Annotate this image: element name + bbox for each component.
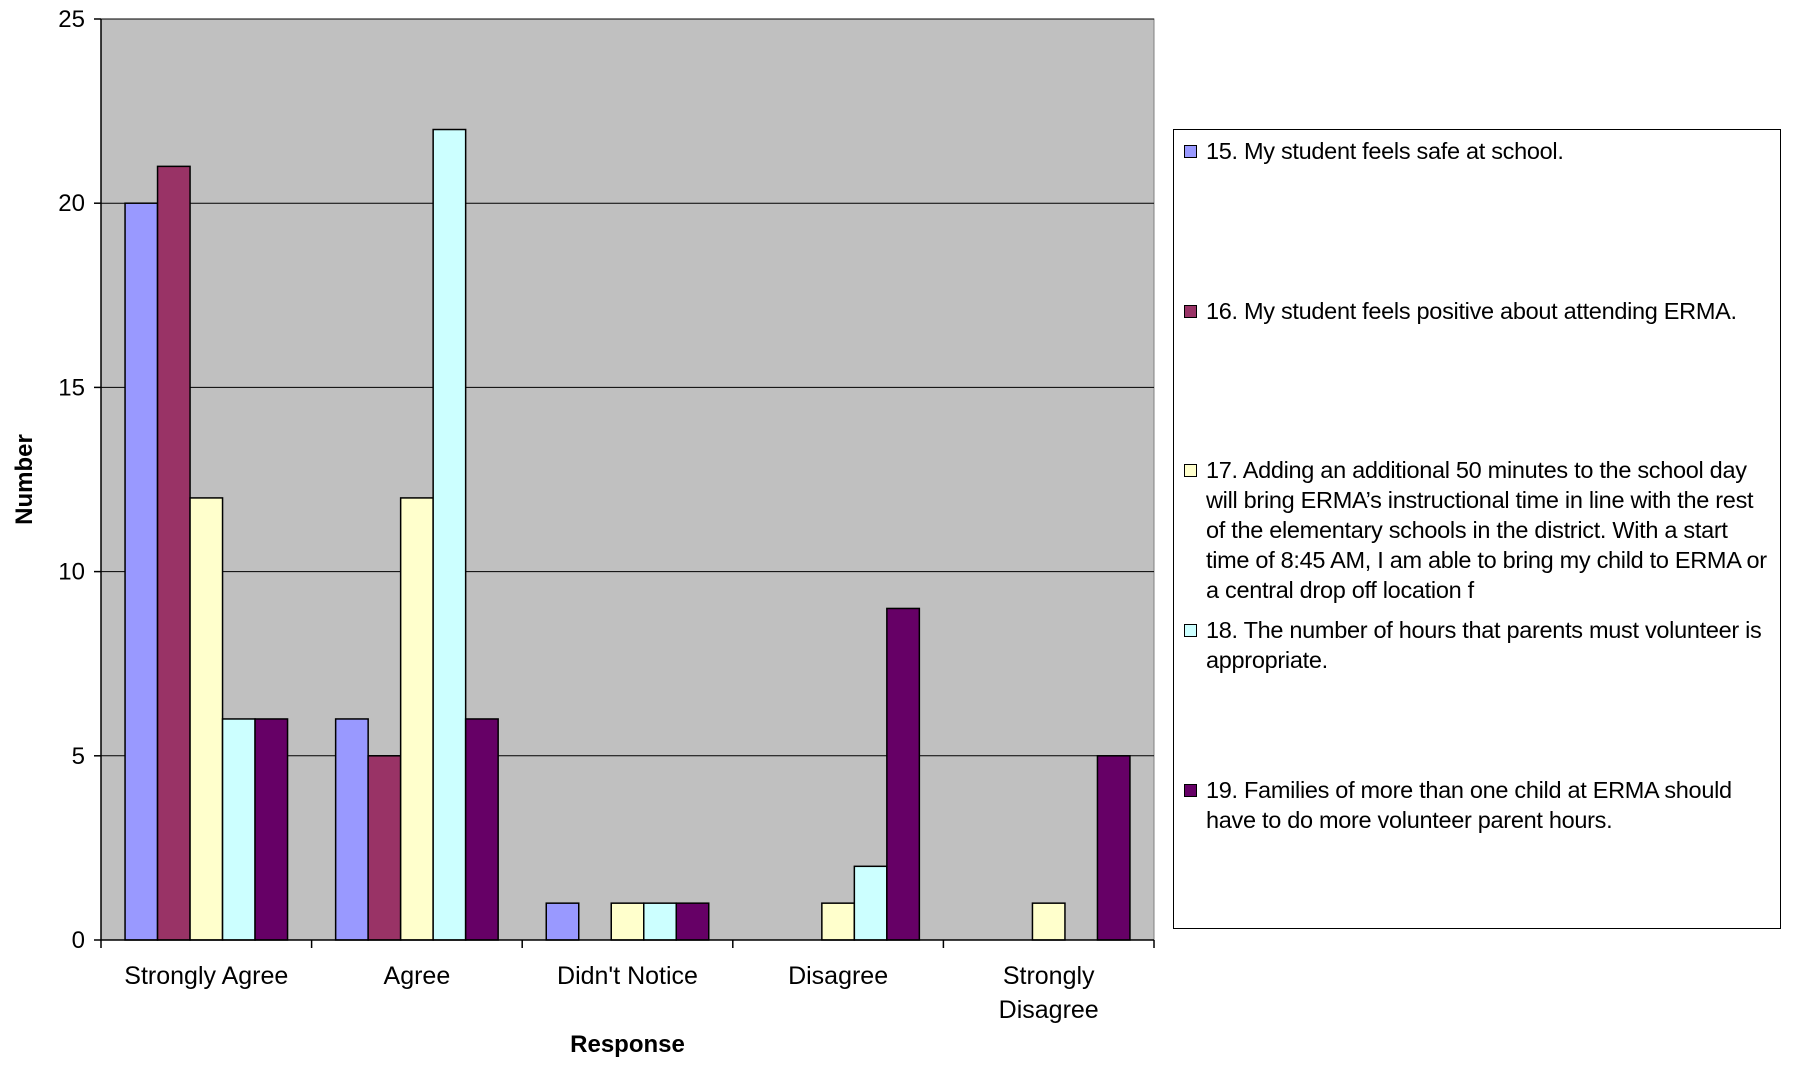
legend-item-15: 15. My student feels safe at school. [1184,136,1774,166]
bar [545,902,580,941]
x-tick-label: Agree [384,962,451,990]
y-tick-label: 20 [58,190,85,217]
x-tick-label: Disagree [788,962,888,990]
x-tick-label: Disagree [999,996,1099,1024]
bar [821,902,856,941]
legend-label-19: 19. Families of more than one child at E… [1206,777,1732,833]
bar [432,128,467,941]
legend-swatch-19 [1184,784,1197,797]
bar [399,497,434,941]
legend: 15. My student feels safe at school. 16.… [1173,129,1781,929]
bar [610,902,645,941]
legend-swatch-17 [1184,464,1197,477]
legend-swatch-15 [1184,145,1197,158]
x-tick-label: Strongly [1003,962,1095,990]
x-tick-label: Strongly Agree [124,962,288,990]
x-tick-labels: Strongly Agree Agree Didn't Notice Disagree… [124,962,1098,1024]
bar [367,755,402,941]
bar [254,718,289,941]
axes [94,18,1155,948]
bar [1031,902,1066,941]
bar [189,497,224,941]
bar [156,165,191,941]
y-tick-label: 0 [72,927,85,954]
y-tick-label: 15 [58,374,85,401]
y-tick-labels: 0 5 10 15 20 25 [58,6,85,954]
legend-label-17: 17. Adding an additional 50 minutes to t… [1206,457,1767,603]
legend-item-19: 19. Families of more than one child at E… [1184,775,1774,835]
legend-label-15: 15. My student feels safe at school. [1206,138,1564,164]
bar [675,902,710,941]
y-tick-label: 10 [58,559,85,586]
legend-swatch-18 [1184,624,1197,637]
bar [886,607,921,941]
bar [1096,755,1131,941]
y-tick-label: 5 [72,743,85,770]
bar [221,718,256,941]
bar [334,718,369,941]
legend-label-18: 18. The number of hours that parents mus… [1206,617,1762,673]
legend-item-18: 18. The number of hours that parents mus… [1184,615,1774,675]
y-axis-title: Number [11,434,38,525]
legend-swatch-16 [1184,305,1197,318]
bar [464,718,499,941]
legend-item-16: 16. My student feels positive about atte… [1184,296,1774,326]
bars [124,128,1131,941]
bar [643,902,677,941]
legend-label-16: 16. My student feels positive about atte… [1206,298,1737,324]
bar [853,865,888,941]
legend-item-17: 17. Adding an additional 50 minutes to t… [1184,455,1774,605]
y-tick-label: 25 [58,6,85,33]
x-axis-title: Response [570,1031,685,1058]
bar [124,202,159,941]
x-tick-label: Didn't Notice [557,962,698,990]
